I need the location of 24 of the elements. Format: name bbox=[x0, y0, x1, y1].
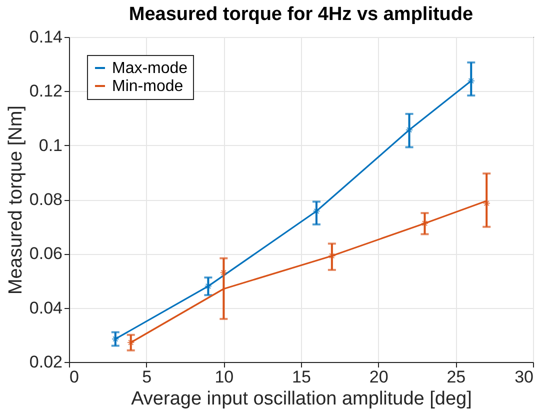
legend-label: Max-mode bbox=[112, 60, 188, 77]
y-tick-label: 0.12 bbox=[29, 82, 62, 101]
legend-label: Min-mode bbox=[112, 78, 184, 95]
point bbox=[112, 335, 120, 343]
y-tick-label: 0.1 bbox=[38, 136, 62, 155]
x-tick-label: 5 bbox=[142, 368, 152, 386]
x-tick-label: 20 bbox=[369, 368, 388, 386]
y-axis-title: Measured torque [Nm] bbox=[5, 105, 26, 295]
point bbox=[220, 268, 228, 276]
x-tick-label: 30 bbox=[514, 368, 534, 386]
x-tick-label: 10 bbox=[214, 368, 234, 386]
y-tick-label: 0.14 bbox=[29, 28, 62, 46]
y-tick-label: 0.02 bbox=[29, 352, 62, 372]
y-tick-label: 0.08 bbox=[29, 190, 62, 209]
point bbox=[467, 77, 475, 85]
chart-title: Measured torque for 4Hz vs amplitude bbox=[128, 4, 474, 25]
x-tick-label: 25 bbox=[446, 368, 466, 386]
point bbox=[127, 338, 135, 346]
y-tick-label: 0.06 bbox=[29, 244, 62, 264]
x-tick-label: 15 bbox=[292, 368, 311, 386]
y-tick-label: 0.04 bbox=[29, 298, 62, 318]
point bbox=[405, 126, 414, 134]
x-tick-label: 0 bbox=[70, 368, 79, 386]
x-axis-title: Average input oscillation amplitude [deg] bbox=[131, 388, 472, 410]
